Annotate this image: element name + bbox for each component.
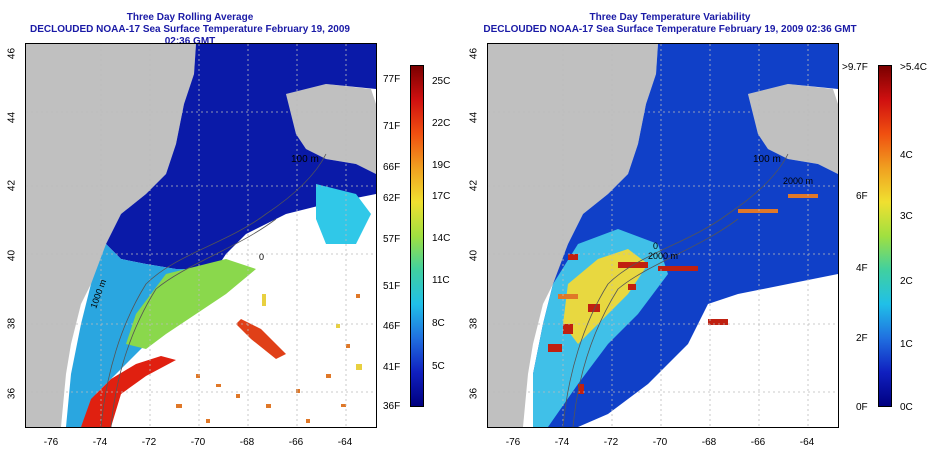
right-map-panel: 100 m 2000 m 2000 m 0: [487, 43, 839, 428]
right-xtick-72: -72: [603, 437, 619, 448]
right-cb-F-3: 2F: [856, 333, 868, 344]
left-cb-C-5: 11C: [432, 275, 450, 286]
right-ytick-46: 46: [468, 47, 480, 60]
left-cb-F-7: 41F: [383, 362, 401, 373]
right-cb-C-0: >5.4C: [900, 62, 927, 73]
right-grid: [488, 44, 838, 427]
left-contour-label-0: 0: [259, 252, 264, 262]
right-ytick-36: 36: [468, 387, 480, 400]
left-yellow-dots: [262, 294, 362, 370]
right-contour-label-2000b: 2000 m: [648, 251, 678, 261]
right-ytick-38: 38: [468, 317, 480, 330]
left-xtick-70: -70: [190, 437, 206, 448]
left-cb-C-1: 22C: [432, 118, 451, 129]
left-cb-F-2: 66F: [383, 162, 401, 173]
right-cb-C-2: 3C: [900, 211, 913, 222]
left-ytick-44: 44: [6, 111, 18, 124]
right-title: Three Day Temperature Variability DECLOU…: [475, 12, 865, 36]
right-land: [488, 44, 658, 427]
left-cb-C-6: 8C: [432, 318, 445, 329]
right-ytick-40: 40: [468, 249, 480, 262]
right-contour-label-2000a: 2000 m: [783, 176, 813, 186]
right-cb-F-4: 0F: [856, 402, 868, 413]
left-cb-F-8: 36F: [383, 401, 401, 412]
left-warm-streak: [236, 319, 286, 359]
right-cb-F-0: >9.7F: [842, 62, 868, 73]
right-cb-C-4: 1C: [900, 339, 913, 350]
left-cb-F-5: 51F: [383, 281, 401, 292]
right-xtick-66: -66: [750, 437, 766, 448]
left-warm-water: [81, 356, 176, 427]
right-title-line1: Three Day Temperature Variability: [589, 12, 751, 23]
left-map-svg: 100 m 1000 m 0: [26, 44, 376, 427]
left-warm-dots: [176, 294, 360, 423]
left-contours: [100, 153, 327, 427]
left-cb-C-4: 14C: [432, 233, 451, 244]
left-cb-C-2: 19C: [432, 160, 451, 171]
right-contour-label-100: 100 m: [753, 154, 781, 165]
right-yellow-variability: [563, 249, 648, 344]
left-xtick-76: -76: [43, 437, 59, 448]
right-xtick-74: -74: [554, 437, 570, 448]
left-cb-F-3: 62F: [383, 193, 401, 204]
left-ytick-46: 46: [6, 47, 18, 60]
left-title: Three Day Rolling Average DECLOUDED NOAA…: [20, 12, 360, 48]
right-cb-F-2: 4F: [856, 263, 868, 274]
right-cb-C-5: 0C: [900, 402, 913, 413]
left-map-panel: 100 m 1000 m 0: [25, 43, 377, 428]
right-xtick-68: -68: [701, 437, 717, 448]
right-xtick-64: -64: [799, 437, 815, 448]
right-contour-label-0: 0: [653, 241, 658, 251]
right-title-line2: DECLOUDED NOAA-17 Sea Surface Temperatur…: [483, 24, 857, 35]
left-cb-C-3: 17C: [432, 191, 451, 202]
left-colorbar: [410, 65, 424, 407]
left-cb-F-6: 46F: [383, 321, 401, 332]
right-ytick-42: 42: [468, 179, 480, 192]
right-cb-F-1: 6F: [856, 191, 868, 202]
left-shelf-water: [316, 184, 371, 244]
left-land: [26, 44, 196, 427]
right-land-nova-scotia: [748, 84, 838, 174]
left-xtick-74: -74: [92, 437, 108, 448]
left-title-line2: DECLOUDED NOAA-17 Sea Surface Temperatur…: [30, 24, 350, 47]
left-grid: [26, 44, 376, 427]
right-cb-C-1: 4C: [900, 150, 913, 161]
left-title-line1: Three Day Rolling Average: [126, 12, 254, 23]
left-cold-water: [106, 44, 376, 269]
left-cb-F-1: 71F: [383, 121, 401, 132]
right-orange-streaks: [558, 194, 818, 299]
right-ytick-44: 44: [468, 111, 480, 124]
right-xtick-76: -76: [505, 437, 521, 448]
left-xtick-68: -68: [239, 437, 255, 448]
right-colorbar: [878, 65, 892, 407]
left-xtick-64: -64: [337, 437, 353, 448]
left-ytick-36: 36: [6, 387, 18, 400]
left-land-nova-scotia: [286, 84, 376, 174]
left-green-water: [126, 259, 256, 349]
left-contour-label-100: 100 m: [291, 154, 319, 165]
left-ytick-38: 38: [6, 317, 18, 330]
left-ytick-40: 40: [6, 249, 18, 262]
right-xtick-70: -70: [652, 437, 668, 448]
left-xtick-66: -66: [288, 437, 304, 448]
left-xtick-72: -72: [141, 437, 157, 448]
left-cb-F-0: 77F: [383, 74, 401, 85]
left-ytick-42: 42: [6, 179, 18, 192]
left-cb-C-7: 5C: [432, 361, 445, 372]
left-cb-F-4: 57F: [383, 234, 401, 245]
left-cb-C-0: 25C: [432, 76, 451, 87]
right-map-svg: 100 m 2000 m 2000 m 0: [488, 44, 838, 427]
right-contours: [562, 153, 789, 427]
right-cb-C-3: 2C: [900, 276, 913, 287]
